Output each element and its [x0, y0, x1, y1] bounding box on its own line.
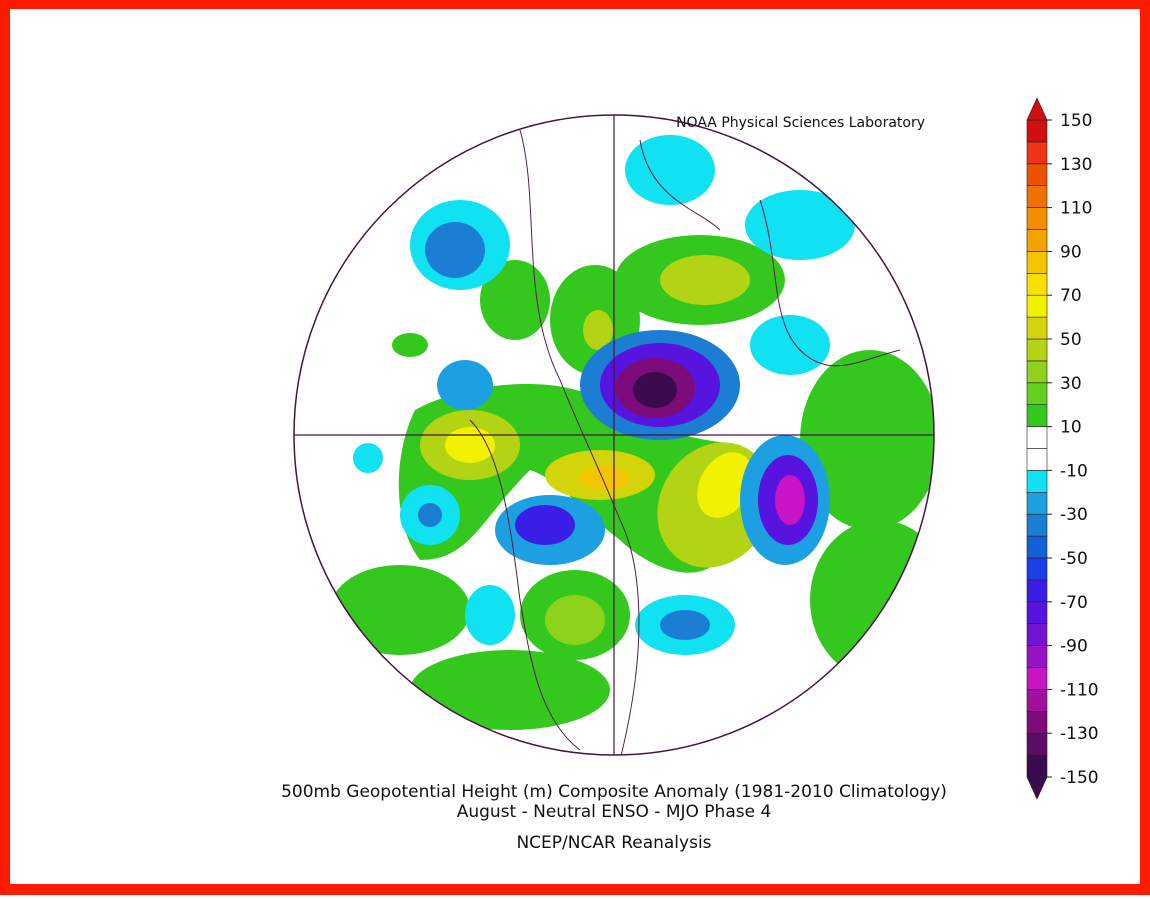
subtitle: August - Neutral ENSO - MJO Phase 4	[457, 802, 772, 822]
colorbar-bin	[1026, 732, 1048, 756]
colorbar-tick-label: -30	[1060, 505, 1088, 525]
colorbar-tick-label: -150	[1060, 768, 1099, 788]
colorbar-bin	[1026, 513, 1048, 537]
colorbar-bin	[1026, 294, 1048, 318]
colorbar-tick-label: -10	[1060, 461, 1088, 481]
colorbar-bin	[1026, 535, 1048, 559]
colorbar-bin	[1026, 579, 1048, 603]
colorbar-bin	[1026, 251, 1048, 274]
colorbar-bin	[1026, 229, 1048, 252]
colorbar-tick-label: 90	[1060, 242, 1082, 262]
colorbar-bin	[1026, 448, 1048, 471]
colorbar-tick-label: -70	[1060, 593, 1088, 613]
colorbar-tick-label: 150	[1060, 111, 1092, 131]
colorbar-over	[1026, 97, 1048, 121]
colorbar-bin	[1026, 382, 1048, 405]
colorbar-bin	[1026, 141, 1048, 165]
colorbar-bin	[1026, 185, 1048, 208]
colorbar-bin	[1026, 491, 1048, 515]
colorbar-bin	[1026, 207, 1048, 230]
colorbar-bin	[1026, 623, 1048, 646]
colorbar-bin	[1026, 316, 1048, 340]
source: NCEP/NCAR Reanalysis	[516, 833, 711, 853]
colorbar-bin	[1026, 710, 1048, 734]
colorbar-tick-label: -90	[1060, 637, 1088, 657]
colorbar-tick-label: 110	[1060, 199, 1092, 219]
colorbar-bin	[1026, 360, 1048, 384]
colorbar-tick-label: 10	[1060, 418, 1082, 438]
colorbar-bin	[1026, 119, 1048, 143]
colorbar-tick-label: 50	[1060, 330, 1082, 350]
colorbar-under	[1026, 776, 1048, 800]
colorbar-tick-label: -110	[1060, 680, 1099, 700]
colorbar-bin	[1026, 426, 1048, 449]
colorbar-tick-label: -130	[1060, 724, 1099, 744]
colorbar-bin	[1026, 601, 1048, 624]
title: 500mb Geopotential Height (m) Composite …	[281, 782, 947, 802]
colorbar-bin	[1026, 338, 1048, 362]
colorbar-bin	[1026, 754, 1048, 778]
colorbar-bin	[1026, 557, 1048, 581]
colorbar-bin	[1026, 470, 1048, 493]
colorbar-bin	[1026, 272, 1048, 296]
colorbar: 150 130 110 90 70 50 30 10 -10 -30 -50 -70 -90 -110 -1…	[1026, 97, 1099, 800]
colorbar-bin	[1026, 645, 1048, 668]
colorbar-tick-label: -50	[1060, 549, 1088, 569]
credit: NOAA Physical Sciences Laboratory	[676, 115, 925, 131]
colorbar-bin	[1026, 689, 1048, 712]
colorbar-bin	[1026, 404, 1048, 427]
colorbar-tick-label: 130	[1060, 155, 1092, 175]
colorbar-tick-label: 70	[1060, 286, 1082, 306]
colorbar-bin	[1026, 667, 1048, 690]
colorbar-tick-label: 30	[1060, 374, 1082, 394]
colorbar-bin	[1026, 163, 1048, 187]
